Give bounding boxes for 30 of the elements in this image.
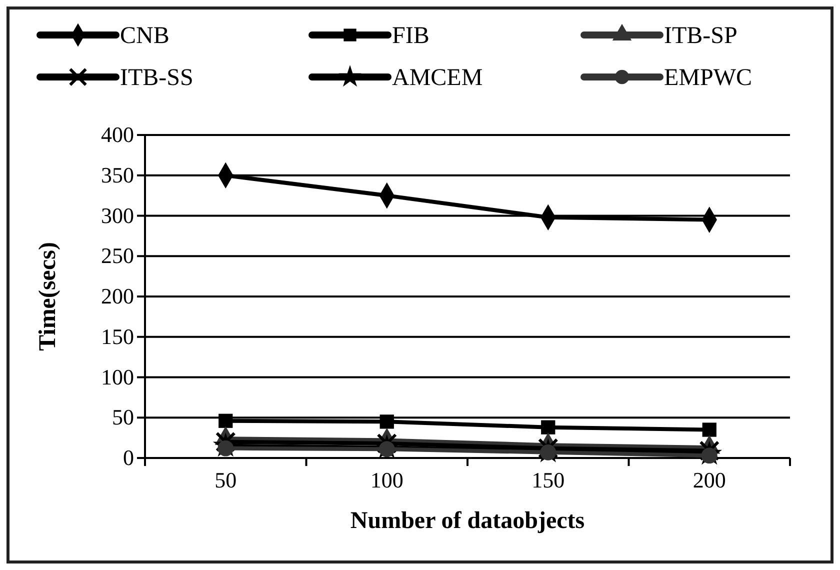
y-tick-label: 200	[101, 284, 134, 309]
x-axis-title: Number of dataobjects	[350, 508, 585, 534]
legend-label: AMCEM	[392, 65, 483, 91]
legend-label: ITB-SP	[664, 23, 738, 49]
point	[538, 438, 558, 459]
legend-label: EMPWC	[664, 65, 752, 91]
legend-label: FIB	[392, 23, 430, 49]
y-tick-label: 0	[123, 445, 134, 470]
point	[702, 422, 716, 437]
y-tick-label: 100	[101, 364, 134, 390]
y-tick-label: 50	[112, 404, 134, 430]
point	[699, 440, 720, 461]
y-tick-label: 250	[101, 243, 134, 268]
y-tick-label: 150	[101, 324, 134, 349]
y-tick-label: 350	[101, 162, 134, 188]
y-tick-label: 300	[101, 202, 134, 228]
x-tick-label: 150	[532, 468, 565, 493]
point	[218, 414, 233, 428]
point	[376, 433, 398, 454]
y-axis-title: Time(secs)	[35, 242, 61, 351]
x-tick-label: 50	[214, 468, 237, 493]
point	[540, 444, 556, 460]
point	[215, 432, 236, 452]
point	[541, 420, 556, 434]
x-tick-label: 200	[692, 468, 726, 493]
legend-label: CNB	[120, 23, 170, 49]
y-tick-label: 400	[101, 122, 134, 148]
x-tick-label: 100	[370, 468, 404, 493]
legend-label: ITB-SS	[120, 65, 194, 91]
point	[380, 414, 394, 429]
